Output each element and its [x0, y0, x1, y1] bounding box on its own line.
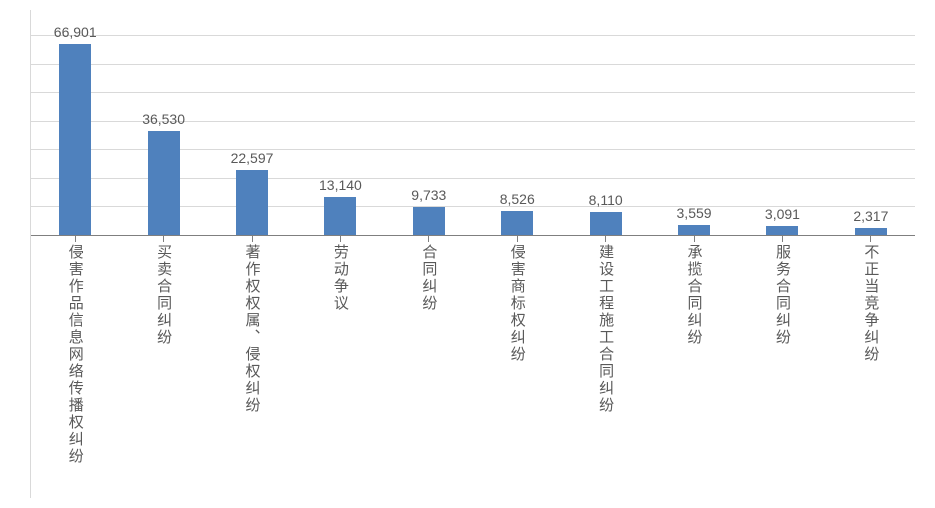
- plot-area: 66,90136,53022,59713,1409,7338,5268,1103…: [30, 10, 915, 498]
- bar: [766, 226, 798, 235]
- bar: [324, 197, 356, 235]
- category-tick: [605, 236, 606, 242]
- bar: [590, 212, 622, 235]
- category-tick: [517, 236, 518, 242]
- category-label: 不正当竞争纠纷: [860, 244, 881, 465]
- category-slot: 侵害商标权纠纷: [473, 235, 561, 465]
- bar: [236, 170, 268, 235]
- category-slot: 不正当竞争纠纷: [827, 235, 915, 465]
- category-label: 合同纠纷: [418, 244, 439, 465]
- bar-value-label: 13,140: [319, 177, 362, 193]
- category-tick: [428, 236, 429, 242]
- category-slot: 劳动争议: [296, 235, 384, 465]
- bar: [501, 211, 533, 235]
- bars-container: 66,90136,53022,59713,1409,7338,5268,1103…: [31, 35, 915, 235]
- category-tick: [163, 236, 164, 242]
- category-slot: 侵害作品信息网络传播权纠纷: [31, 235, 119, 465]
- category-slot: 买卖合同纠纷: [119, 235, 207, 465]
- bar-value-label: 3,559: [677, 205, 712, 221]
- bar: [413, 207, 445, 235]
- category-slot: 服务合同纠纷: [738, 235, 826, 465]
- category-label: 著作权权属、侵权纠纷: [242, 244, 263, 465]
- bar-slot: 2,317: [827, 228, 915, 235]
- category-tick: [75, 236, 76, 242]
- bar-value-label: 9,733: [411, 187, 446, 203]
- category-tick: [340, 236, 341, 242]
- category-slot: 著作权权属、侵权纠纷: [208, 235, 296, 465]
- bar-slot: 3,091: [738, 226, 826, 235]
- bar-value-label: 3,091: [765, 206, 800, 222]
- bar-slot: 13,140: [296, 197, 384, 235]
- bar: [678, 225, 710, 235]
- category-slot: 承揽合同纠纷: [650, 235, 738, 465]
- bar-value-label: 8,526: [500, 191, 535, 207]
- bar: [148, 131, 180, 235]
- category-tick: [252, 236, 253, 242]
- bar-value-label: 66,901: [54, 24, 97, 40]
- category-slot: 合同纠纷: [385, 235, 473, 465]
- bar-slot: 66,901: [31, 44, 119, 235]
- bar-slot: 9,733: [385, 207, 473, 235]
- category-label: 建设工程施工合同纠纷: [595, 244, 616, 465]
- bar-slot: 8,110: [561, 212, 649, 235]
- bar-chart: 66,90136,53022,59713,1409,7338,5268,1103…: [0, 0, 935, 508]
- category-tick: [782, 236, 783, 242]
- category-tick: [870, 236, 871, 242]
- category-label: 承揽合同纠纷: [684, 244, 705, 465]
- bar-slot: 22,597: [208, 170, 296, 235]
- bar-value-label: 8,110: [589, 192, 623, 208]
- bar: [59, 44, 91, 235]
- bar-slot: 8,526: [473, 211, 561, 235]
- bar-value-label: 36,530: [142, 111, 185, 127]
- category-label: 服务合同纠纷: [772, 244, 793, 465]
- bar-slot: 36,530: [119, 131, 207, 235]
- category-label: 侵害作品信息网络传播权纠纷: [65, 244, 86, 465]
- bar: [855, 228, 887, 235]
- category-label: 劳动争议: [330, 244, 351, 465]
- category-tick: [694, 236, 695, 242]
- category-slot: 建设工程施工合同纠纷: [561, 235, 649, 465]
- bar-value-label: 2,317: [853, 208, 888, 224]
- bar-value-label: 22,597: [231, 150, 274, 166]
- bar-slot: 3,559: [650, 225, 738, 235]
- category-label: 买卖合同纠纷: [153, 244, 174, 465]
- category-label: 侵害商标权纠纷: [507, 244, 528, 465]
- category-axis: 侵害作品信息网络传播权纠纷 买卖合同纠纷 著作权权属、侵权纠纷 劳动争议 合同纠纷 侵害商…: [31, 235, 915, 465]
